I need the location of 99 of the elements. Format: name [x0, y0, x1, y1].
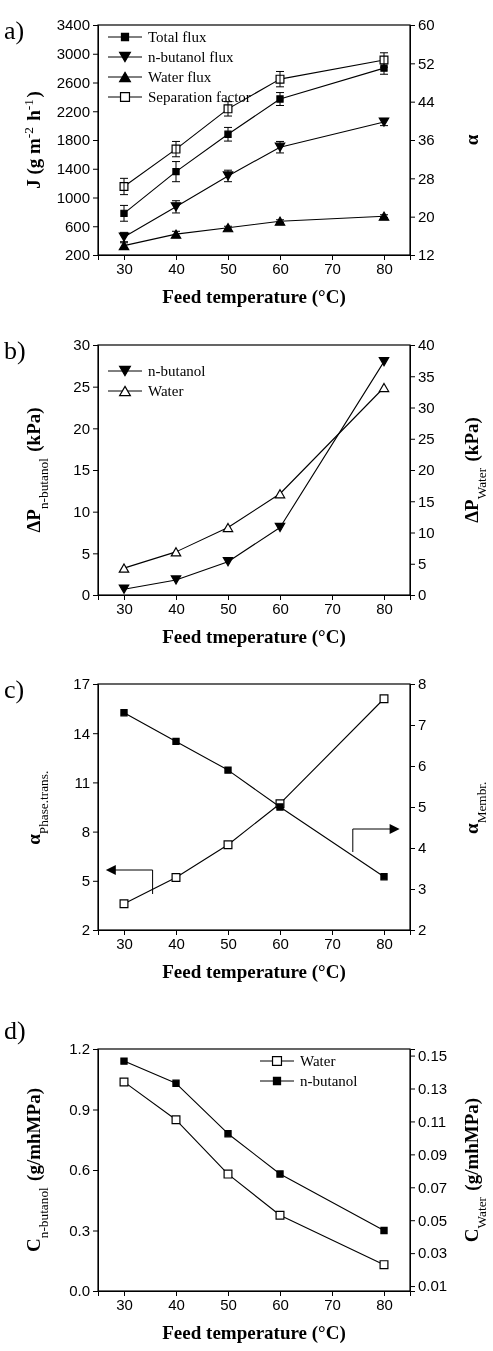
- y2-tick-label: 0.01: [418, 1277, 448, 1295]
- y-tick-label: 30: [73, 336, 90, 354]
- y2-axis-title: α: [461, 134, 482, 146]
- y2-tick-label: 4: [418, 839, 427, 857]
- y-tick-label: 20: [73, 419, 90, 437]
- x-axis-title: Feed tmeperature (°C): [162, 626, 346, 648]
- x-axis-title: Feed temperature (°C): [162, 286, 346, 308]
- x-axis-title: Feed temperature (°C): [162, 961, 346, 983]
- chart-title: c): [4, 675, 25, 704]
- x-tick-label: 50: [220, 1295, 237, 1313]
- x-tick-label: 30: [116, 599, 133, 617]
- y-tick-label: 0.3: [69, 1221, 90, 1239]
- y-tick-label: 10: [73, 502, 90, 520]
- x-tick-label: 80: [376, 934, 393, 952]
- y2-tick-label: 0.07: [418, 1178, 448, 1196]
- y-tick-label: 17: [73, 675, 90, 693]
- legend-label: Total flux: [148, 29, 208, 45]
- y-tick-label: 2: [81, 921, 90, 939]
- y-tick-label: 0.0: [69, 1282, 90, 1300]
- y-tick-label: 5: [81, 872, 90, 890]
- y2-tick-label: 0.05: [418, 1211, 448, 1229]
- y2-tick-label: 7: [418, 716, 427, 734]
- y2-tick-label: 60: [418, 16, 435, 34]
- y2-tick-label: 8: [418, 675, 427, 693]
- y-tick-label: 3400: [56, 16, 90, 34]
- y2-tick-label: 35: [418, 367, 435, 385]
- y2-tick-label: 20: [418, 207, 435, 225]
- x-tick-label: 80: [376, 259, 393, 277]
- y2-tick-label: 10: [418, 523, 435, 541]
- legend-label: Water: [148, 383, 184, 399]
- x-tick-label: 40: [168, 934, 185, 952]
- x-axis-title: Feed temperature (°C): [162, 1322, 346, 1344]
- x-tick-label: 80: [376, 599, 393, 617]
- y2-tick-label: 36: [418, 131, 435, 149]
- chart-title: d): [4, 1016, 26, 1045]
- y-tick-label: 0.6: [69, 1161, 90, 1179]
- y-tick-label: 25: [73, 377, 90, 395]
- y-tick-label: 2600: [56, 73, 90, 91]
- y-tick-label: 600: [64, 217, 90, 235]
- y2-tick-label: 0.15: [418, 1046, 448, 1064]
- x-tick-label: 40: [168, 259, 185, 277]
- x-tick-label: 60: [272, 259, 289, 277]
- y-tick-label: 3000: [56, 45, 90, 63]
- y2-tick-label: 6: [418, 757, 427, 775]
- legend-label: n-butanol: [148, 363, 206, 379]
- y-tick-label: 1800: [56, 131, 90, 149]
- y2-tick-label: 5: [418, 798, 427, 816]
- x-tick-label: 50: [220, 934, 237, 952]
- y2-tick-label: 12: [418, 246, 435, 264]
- legend-label: n-butanol: [300, 1073, 358, 1089]
- y-tick-label: 200: [64, 246, 90, 264]
- y-tick-label: 1000: [56, 188, 90, 206]
- x-tick-label: 60: [272, 934, 289, 952]
- y2-tick-label: 15: [418, 492, 435, 510]
- y2-tick-label: 0: [418, 586, 427, 604]
- y2-tick-label: 28: [418, 169, 435, 187]
- y2-tick-label: 2: [418, 921, 427, 939]
- y-tick-label: 1.2: [69, 1040, 90, 1058]
- x-tick-label: 70: [324, 599, 341, 617]
- y2-tick-label: 0.13: [418, 1079, 448, 1097]
- y2-tick-label: 0.03: [418, 1244, 448, 1262]
- y-tick-label: 0.9: [69, 1100, 90, 1118]
- chart-title: b): [4, 336, 26, 365]
- legend-label: Separation factor: [148, 89, 251, 105]
- legend-label: Water flux: [148, 69, 212, 85]
- x-tick-label: 40: [168, 599, 185, 617]
- y2-tick-label: 52: [418, 54, 435, 72]
- y2-tick-label: 0.11: [418, 1112, 447, 1130]
- y-tick-label: 1400: [56, 160, 90, 178]
- x-tick-label: 70: [324, 934, 341, 952]
- x-tick-label: 50: [220, 599, 237, 617]
- y-tick-label: 15: [73, 461, 90, 479]
- y2-tick-label: 25: [418, 430, 435, 448]
- chart-title: a): [4, 16, 25, 45]
- x-tick-label: 60: [272, 1295, 289, 1313]
- x-tick-label: 50: [220, 259, 237, 277]
- x-tick-label: 80: [376, 1295, 393, 1313]
- x-tick-label: 70: [324, 259, 341, 277]
- y2-tick-label: 3: [418, 880, 427, 898]
- y-tick-label: 11: [74, 773, 90, 791]
- legend-label: n-butanol flux: [148, 49, 234, 65]
- y-tick-label: 0: [81, 586, 90, 604]
- y2-tick-label: 44: [418, 92, 435, 110]
- x-tick-label: 30: [116, 934, 133, 952]
- y-tick-label: 8: [81, 822, 90, 840]
- y2-tick-label: 20: [418, 461, 435, 479]
- y2-tick-label: 5: [418, 555, 427, 573]
- y-tick-label: 5: [81, 544, 90, 562]
- y2-tick-label: 40: [418, 336, 435, 354]
- x-tick-label: 40: [168, 1295, 185, 1313]
- x-tick-label: 30: [116, 259, 133, 277]
- x-tick-label: 70: [324, 1295, 341, 1313]
- x-tick-label: 60: [272, 599, 289, 617]
- y2-tick-label: 0.09: [418, 1145, 448, 1163]
- legend-label: Water: [300, 1053, 336, 1069]
- x-tick-label: 30: [116, 1295, 133, 1313]
- y-tick-label: 14: [73, 724, 90, 742]
- y-tick-label: 2200: [56, 102, 90, 120]
- y2-tick-label: 30: [418, 398, 435, 416]
